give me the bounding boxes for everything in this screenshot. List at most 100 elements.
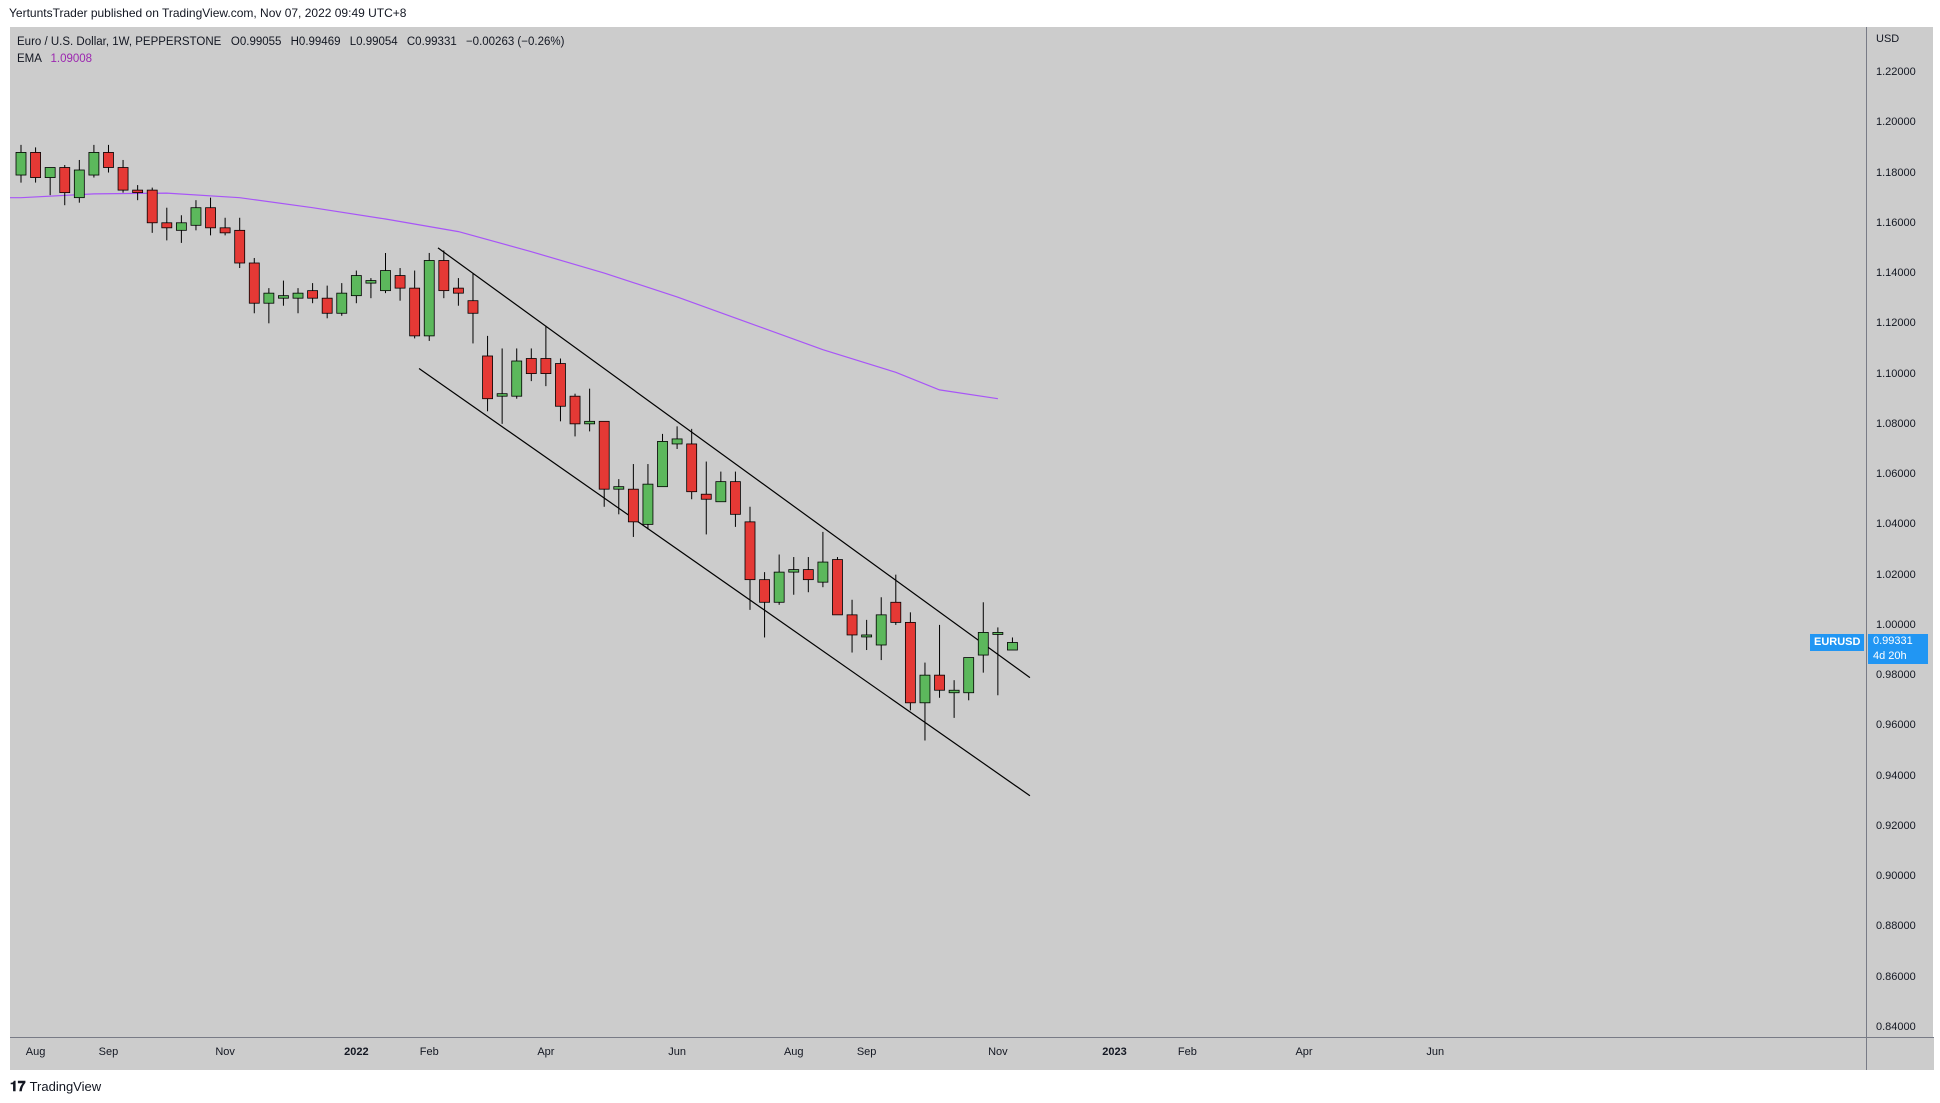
legend-main-row: Euro / U.S. Dollar, 1W, PEPPERSTONE O0.9…: [17, 34, 564, 51]
candle-67: [992, 627, 1004, 696]
candle-66: [977, 602, 989, 673]
time-tick-label: Apr: [1295, 1046, 1313, 1058]
candle-42: [627, 464, 639, 537]
price-tick-label: 1.06000: [1876, 468, 1916, 481]
candle-body-down: [832, 559, 843, 616]
price-tick-label: 1.08000: [1876, 417, 1916, 430]
candle-body-down: [744, 521, 756, 581]
candle-4: [73, 159, 85, 203]
candle-33: [496, 348, 508, 424]
candle-body-down: [934, 674, 945, 691]
candle-body-up: [642, 483, 654, 525]
candle-3: [59, 164, 71, 206]
candle-body-up: [278, 295, 289, 299]
chart-pane[interactable]: [10, 27, 1866, 1037]
candle-65: [963, 657, 975, 701]
candle-body-up: [861, 634, 873, 638]
candle-13: [205, 197, 216, 236]
candle-body-down: [555, 363, 566, 407]
time-tick-label: Jun: [668, 1046, 686, 1058]
legend-low: L0.99054: [349, 36, 398, 48]
candle-body-up: [977, 632, 989, 656]
candle-49: [730, 471, 741, 527]
candle-body-down: [132, 189, 144, 194]
candle-body-up: [44, 167, 56, 178]
currency-label: USD: [1876, 33, 1900, 45]
time-tick-label: Feb: [1177, 1046, 1197, 1058]
candle-body-down: [161, 222, 173, 229]
candle-body-down: [598, 420, 610, 490]
candle-14: [219, 217, 231, 236]
price-scale[interactable]: [1866, 27, 1933, 1037]
time-scale[interactable]: [10, 1037, 1866, 1070]
candle-body-up: [963, 657, 975, 694]
candle-6: [103, 144, 114, 173]
price-tick-label: 0.96000: [1876, 719, 1916, 732]
candle-body-down: [569, 395, 581, 425]
candle-44: [657, 433, 668, 488]
last-price-tag: 0.99331 4d 20h: [1868, 634, 1928, 664]
candle-body-down: [686, 443, 698, 493]
candle-body-up: [336, 292, 348, 314]
candle-body-down: [59, 167, 71, 194]
price-tick-label: 0.84000: [1876, 1021, 1916, 1033]
candle-body-up: [817, 561, 829, 583]
candle-62: [919, 662, 931, 741]
candle-11: [175, 215, 187, 243]
candle-37: [555, 358, 566, 422]
candle-47: [700, 461, 712, 535]
candle-body-down: [467, 300, 479, 314]
candle-body-up: [175, 222, 187, 231]
candle-body-down: [730, 481, 741, 515]
chart-legend: Euro / U.S. Dollar, 1W, PEPPERSTONE O0.9…: [17, 34, 564, 68]
candle-body-up: [671, 438, 683, 445]
candle-body-down: [394, 275, 406, 289]
candle-35: [525, 348, 537, 382]
candle-body-up: [657, 441, 668, 488]
candle-20: [307, 283, 319, 304]
price-tick-label: 1.04000: [1876, 518, 1916, 531]
candle-52: [773, 554, 785, 605]
candle-body-up: [773, 571, 785, 603]
candle-24: [365, 278, 377, 299]
footer-brand-text: TradingView: [29, 1079, 102, 1094]
candle-body-down: [234, 229, 246, 264]
price-tick-label: 0.94000: [1876, 769, 1916, 782]
candle-16: [248, 257, 260, 314]
legend-ema-row[interactable]: EMA 1.09008: [17, 51, 564, 68]
candle-1: [30, 147, 41, 183]
candle-body-down: [146, 189, 158, 224]
candle-45: [671, 426, 683, 449]
time-tick-label: Nov: [988, 1046, 1008, 1058]
candle-23: [350, 270, 362, 304]
time-tick-label: Feb: [419, 1046, 439, 1058]
candle-64: [948, 680, 960, 718]
candle-body-down: [525, 358, 537, 374]
ema-line: [10, 192, 998, 400]
scale-corner: [1866, 1037, 1934, 1070]
candle-60: [890, 574, 902, 625]
candle-27: [409, 270, 421, 339]
candle-body-down: [700, 493, 712, 500]
candle-body-up: [715, 481, 727, 503]
candle-body-down: [904, 621, 916, 704]
candle-body-up: [788, 569, 800, 573]
price-tick-label: 1.14000: [1876, 267, 1916, 280]
price-tick-label: 0.90000: [1876, 870, 1916, 883]
candle-5: [88, 144, 100, 178]
candle-15: [234, 217, 246, 269]
footer-brand[interactable]: 𝟏𝟕 TradingView: [10, 1078, 101, 1095]
legend-ema-value: 1.09008: [50, 53, 93, 65]
candle-body-up: [584, 420, 596, 425]
legend-symbol: Euro / U.S. Dollar, 1W, PEPPERSTONE: [17, 36, 222, 48]
candle-body-down: [219, 227, 231, 234]
candle-body-up: [423, 260, 435, 337]
candle-50: [744, 506, 756, 610]
candle-2: [44, 167, 56, 196]
candle-58: [861, 619, 873, 651]
candle-46: [686, 428, 698, 500]
lower-channel-line: [418, 368, 1031, 797]
candle-57: [846, 599, 858, 653]
candle-body-up: [992, 632, 1004, 635]
